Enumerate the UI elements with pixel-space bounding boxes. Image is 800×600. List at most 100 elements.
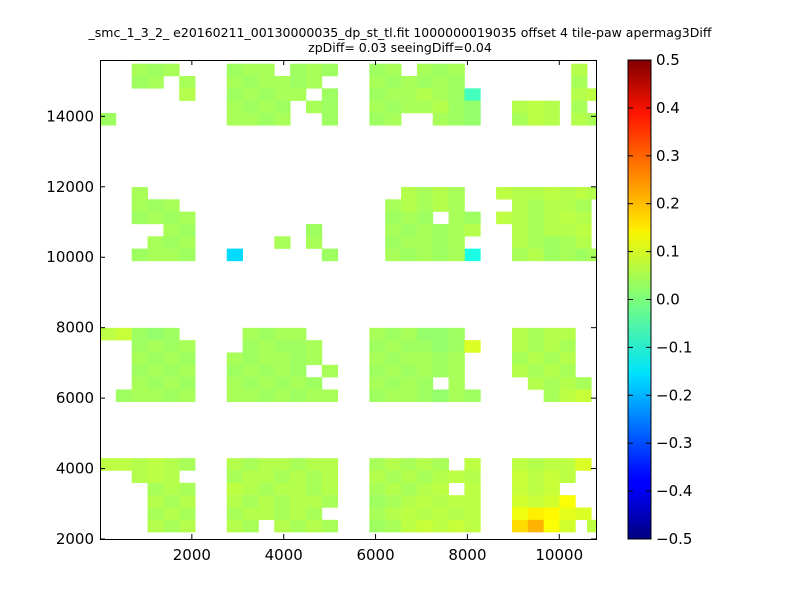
heatmap-cell: [496, 211, 513, 225]
heatmap-cell: [131, 199, 148, 212]
heatmap-cell: [416, 470, 434, 484]
heatmap-cell: [305, 377, 323, 390]
chart-subtitle: zpDiff= 0.03 seeingDiff=0.04: [308, 40, 492, 55]
heatmap-cell: [258, 63, 275, 77]
heatmap-cell: [163, 223, 180, 237]
heatmap-cell: [385, 458, 402, 471]
heatmap-cell: [416, 458, 434, 471]
heatmap-cell: [511, 211, 529, 225]
heatmap-cell: [527, 199, 545, 212]
heatmap-cell: [559, 458, 576, 471]
heatmap-cell: [559, 340, 576, 353]
heatmap-cell: [511, 236, 529, 249]
heatmap-cell: [131, 389, 148, 403]
heatmap-cell: [226, 352, 243, 366]
heatmap-cell: [369, 364, 386, 378]
heatmap-cell: [290, 352, 307, 366]
heatmap-cell: [543, 495, 560, 508]
heatmap-cell: [147, 482, 164, 496]
heatmap-cell: [416, 327, 434, 341]
heatmap-cell: [416, 519, 434, 533]
heatmap-cell: [242, 482, 259, 496]
heatmap-cell: [401, 199, 418, 212]
heatmap-cell: [258, 389, 275, 403]
heatmap-cell: [511, 352, 529, 366]
heatmap-cell: [401, 389, 418, 403]
heatmap-cell: [416, 223, 434, 237]
heatmap-cell: [321, 248, 339, 262]
heatmap-cell: [416, 63, 434, 77]
heatmap-cell: [543, 100, 560, 114]
heatmap-cell: [147, 519, 164, 533]
heatmap-cell: [385, 223, 402, 237]
heatmap-cell: [527, 186, 545, 200]
heatmap-cell: [258, 327, 275, 341]
heatmap-cell: [147, 470, 164, 484]
heatmap-cell: [226, 364, 243, 378]
heatmap-cell: [163, 364, 180, 378]
y-tick-label: 8000: [56, 319, 94, 337]
heatmap-cell: [147, 340, 164, 353]
heatmap-cell: [274, 113, 291, 126]
heatmap-cell: [464, 470, 481, 484]
heatmap-cell: [163, 327, 180, 341]
heatmap-cell: [543, 364, 560, 378]
heatmap-cell: [321, 519, 339, 533]
heatmap-cell: [274, 88, 291, 101]
heatmap-cell: [575, 223, 592, 237]
heatmap-cell: [385, 389, 402, 403]
heatmap-cell: [527, 507, 545, 521]
heatmap-cell: [559, 470, 576, 484]
heatmap-cell: [559, 364, 576, 378]
heatmap-cell: [321, 458, 339, 471]
heatmap-cell: [511, 364, 529, 378]
heatmap-cell: [242, 507, 259, 521]
heatmap-cell: [432, 352, 449, 366]
heatmap-cell: [401, 458, 418, 471]
heatmap-cell: [179, 495, 196, 508]
heatmap-cell: [543, 223, 560, 237]
heatmap-cell: [416, 186, 434, 200]
heatmap-cell: [432, 327, 449, 341]
heatmap-cell: [305, 389, 323, 403]
heatmap-cell: [559, 352, 576, 366]
heatmap-cell: [321, 113, 339, 126]
heatmap-cell: [242, 458, 259, 471]
y-tick-label: 12000: [46, 178, 94, 196]
heatmap-cell: [147, 458, 164, 471]
heatmap-cell: [432, 340, 449, 353]
heatmap-cell: [163, 236, 180, 249]
heatmap-cell: [274, 519, 291, 533]
heatmap-cell: [416, 340, 434, 353]
heatmap-cell: [242, 100, 259, 114]
heatmap-cell: [448, 507, 465, 521]
heatmap-cell: [543, 377, 560, 390]
heatmap-cell: [321, 100, 339, 114]
heatmap-cell: [242, 340, 259, 353]
heatmap-cell: [305, 223, 323, 237]
heatmap-cell: [543, 186, 560, 200]
heatmap-cell: [242, 352, 259, 366]
heatmap-cell: [416, 88, 434, 101]
heatmap-cell: [543, 482, 560, 496]
heatmap-cell: [571, 63, 588, 77]
heatmap-cell: [511, 100, 529, 114]
heatmap-cell: [147, 495, 164, 508]
heatmap-cell: [369, 63, 386, 77]
heatmap-cell: [587, 519, 597, 533]
heatmap-cell: [448, 186, 465, 200]
heatmap-cell: [321, 88, 339, 101]
heatmap-cell: [432, 223, 449, 237]
heatmap-cell: [226, 113, 243, 126]
heatmap-cell: [527, 352, 545, 366]
colorbar-tick-label: 0.2: [656, 195, 680, 213]
heatmap-cell: [131, 377, 148, 390]
heatmap-cell: [464, 495, 481, 508]
heatmap-cell: [147, 377, 164, 390]
heatmap-cell: [527, 340, 545, 353]
heatmap-cell: [290, 495, 307, 508]
heatmap-cell: [587, 248, 597, 262]
heatmap-cell: [448, 223, 465, 237]
heatmap-cell: [258, 88, 275, 101]
heatmap-cell: [369, 470, 386, 484]
